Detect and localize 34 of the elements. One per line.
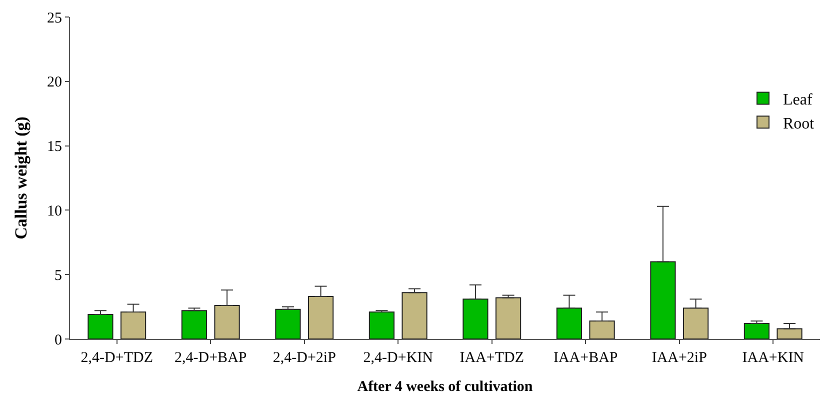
bar: [556, 308, 582, 339]
bar: [88, 314, 114, 339]
x-tick-label: IAA+2iP: [652, 350, 707, 366]
bar: [495, 297, 522, 339]
bar: [462, 298, 488, 339]
y-tick-label: 25: [47, 10, 62, 26]
x-tick-label: IAA+KIN: [742, 350, 804, 366]
x-tick-label: 2,4-D+2iP: [272, 350, 336, 366]
y-tick-label: 20: [47, 74, 62, 91]
x-axis-title: After 4 weeks of cultivation: [357, 379, 534, 395]
bar: [275, 308, 301, 339]
bar: [368, 311, 395, 339]
x-tick-label: 2,4-D+KIN: [363, 350, 434, 366]
bar: [776, 328, 802, 339]
y-tick-label: 10: [47, 203, 62, 220]
x-tick-label: 2,4-D+BAP: [174, 350, 247, 366]
bar: [589, 320, 615, 339]
y-tick-label: 5: [54, 268, 62, 284]
bar: [402, 292, 428, 339]
bar: [214, 305, 240, 339]
bar: [650, 261, 676, 339]
bar: [120, 311, 146, 339]
legend-label: Leaf: [783, 92, 813, 109]
y-tick-label: 0: [54, 332, 62, 348]
x-tick-label: IAA+BAP: [553, 350, 618, 366]
bar: [744, 323, 770, 339]
x-tick-label: 2,4-D+TDZ: [80, 350, 153, 366]
x-tick-label: IAA+TDZ: [460, 350, 524, 366]
legend-label: Root: [783, 115, 815, 132]
bar: [308, 296, 334, 339]
bar: [181, 310, 208, 339]
bar: [682, 308, 709, 339]
y-tick-label: 15: [47, 139, 62, 156]
y-axis-title: Callus weight (g): [12, 116, 31, 240]
